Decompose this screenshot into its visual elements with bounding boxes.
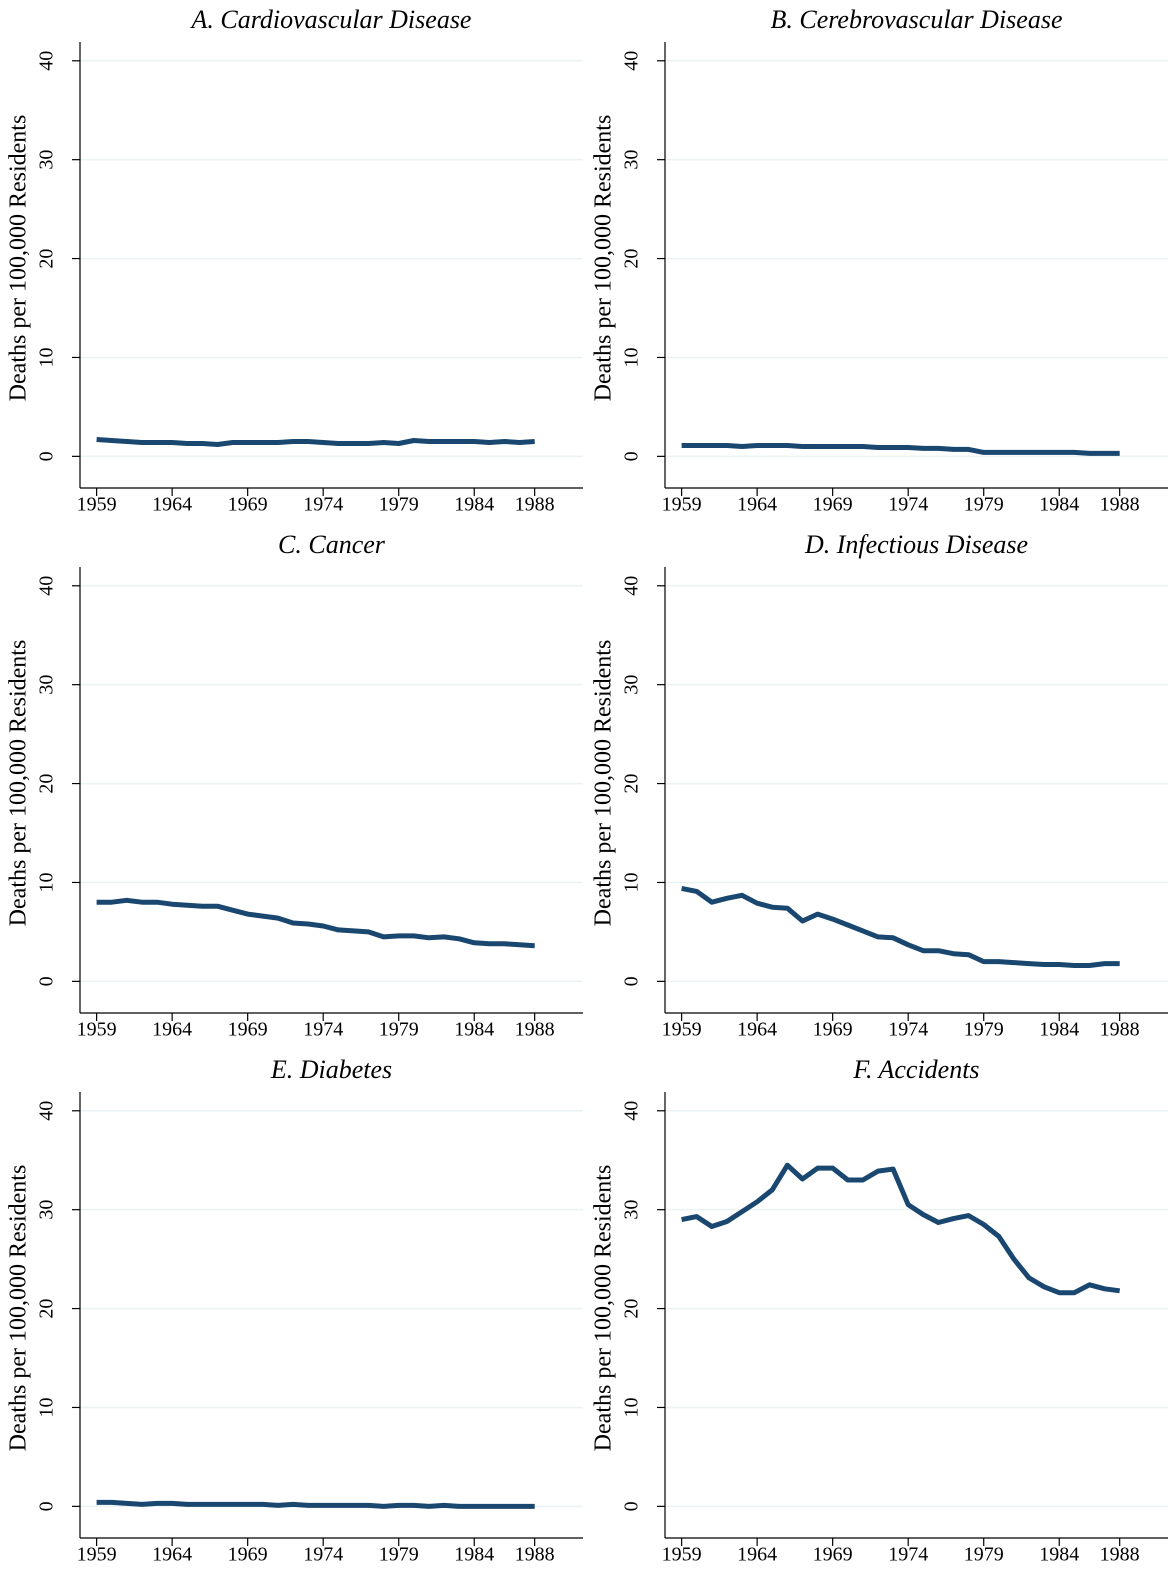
x-tick-label: 1974 bbox=[888, 494, 928, 516]
x-tick-label: 1988 bbox=[1100, 1544, 1140, 1566]
data-line bbox=[681, 443, 1120, 456]
y-axis-label: Deaths per 100,000 Residents bbox=[591, 640, 617, 927]
data-line bbox=[96, 897, 535, 949]
y-tick-label: 40 bbox=[36, 576, 58, 596]
x-tick-label: 1959 bbox=[662, 1019, 702, 1041]
y-tick-label: 0 bbox=[621, 451, 643, 461]
y-tick-label: 20 bbox=[621, 1299, 643, 1319]
panel-title: D. Infectious Disease bbox=[804, 530, 1028, 559]
data-line bbox=[96, 1499, 535, 1509]
y-tick-label: 30 bbox=[621, 150, 643, 170]
y-tick-label: 30 bbox=[36, 150, 58, 170]
y-tick-label: 40 bbox=[36, 51, 58, 71]
data-line bbox=[96, 437, 535, 447]
y-axis-label: Deaths per 100,000 Residents bbox=[6, 640, 32, 927]
y-tick-label: 10 bbox=[621, 872, 643, 892]
x-tick-label: 1969 bbox=[813, 494, 853, 516]
y-axis-label: Deaths per 100,000 Residents bbox=[591, 1165, 617, 1452]
x-tick-label: 1974 bbox=[888, 1544, 928, 1566]
x-tick-label: 1964 bbox=[152, 1019, 192, 1041]
y-tick-label: 0 bbox=[621, 976, 643, 986]
x-tick-label: 1984 bbox=[454, 1019, 494, 1041]
x-tick-label: 1984 bbox=[454, 1544, 494, 1566]
y-axis-label: Deaths per 100,000 Residents bbox=[6, 1165, 32, 1452]
x-tick-label: 1988 bbox=[1100, 1019, 1140, 1041]
y-tick-label: 40 bbox=[36, 1101, 58, 1121]
y-tick-label: 0 bbox=[36, 976, 58, 986]
y-axis-label: Deaths per 100,000 Residents bbox=[591, 115, 617, 402]
x-tick-label: 1979 bbox=[379, 1019, 419, 1041]
x-tick-label: 1959 bbox=[77, 1019, 117, 1041]
y-tick-label: 30 bbox=[621, 675, 643, 695]
x-tick-label: 1979 bbox=[964, 1544, 1004, 1566]
x-tick-label: 1988 bbox=[515, 494, 555, 516]
y-tick-label: 20 bbox=[621, 249, 643, 269]
y-tick-label: 0 bbox=[36, 1501, 58, 1511]
x-tick-label: 1969 bbox=[813, 1019, 853, 1041]
x-tick-label: 1988 bbox=[515, 1019, 555, 1041]
x-tick-label: 1988 bbox=[1100, 494, 1140, 516]
panel-title: F. Accidents bbox=[852, 1055, 979, 1084]
x-tick-label: 1969 bbox=[813, 1544, 853, 1566]
x-tick-label: 1964 bbox=[737, 1019, 777, 1041]
x-tick-label: 1964 bbox=[152, 1544, 192, 1566]
y-tick-label: 40 bbox=[621, 51, 643, 71]
x-tick-label: 1959 bbox=[77, 494, 117, 516]
y-tick-label: 40 bbox=[621, 576, 643, 596]
y-tick-label: 10 bbox=[36, 872, 58, 892]
y-tick-label: 20 bbox=[36, 774, 58, 794]
x-tick-label: 1979 bbox=[964, 494, 1004, 516]
panel-title: E. Diabetes bbox=[270, 1055, 392, 1084]
x-tick-label: 1959 bbox=[77, 1544, 117, 1566]
y-tick-label: 0 bbox=[36, 451, 58, 461]
y-tick-label: 10 bbox=[36, 1397, 58, 1417]
x-tick-label: 1979 bbox=[379, 1544, 419, 1566]
x-tick-label: 1974 bbox=[303, 494, 343, 516]
x-tick-label: 1964 bbox=[737, 494, 777, 516]
x-tick-label: 1974 bbox=[888, 1019, 928, 1041]
data-line bbox=[681, 1162, 1121, 1296]
y-tick-label: 30 bbox=[36, 1200, 58, 1220]
y-tick-label: 40 bbox=[621, 1101, 643, 1121]
y-tick-label: 0 bbox=[621, 1501, 643, 1511]
y-tick-label: 10 bbox=[36, 347, 58, 367]
panel-title: A. Cardiovascular Disease bbox=[190, 5, 472, 34]
x-tick-label: 1959 bbox=[662, 1544, 702, 1566]
y-tick-label: 10 bbox=[621, 347, 643, 367]
x-tick-label: 1984 bbox=[1039, 1019, 1079, 1041]
y-tick-label: 10 bbox=[621, 1397, 643, 1417]
x-tick-label: 1974 bbox=[303, 1019, 343, 1041]
x-tick-label: 1969 bbox=[228, 1019, 268, 1041]
x-tick-label: 1969 bbox=[228, 1544, 268, 1566]
x-tick-label: 1984 bbox=[1039, 1544, 1079, 1566]
x-tick-label: 1964 bbox=[737, 1544, 777, 1566]
x-tick-label: 1959 bbox=[662, 494, 702, 516]
y-axis-label: Deaths per 100,000 Residents bbox=[6, 115, 32, 402]
y-tick-label: 30 bbox=[36, 675, 58, 695]
data-line bbox=[681, 885, 1120, 968]
panel-title: C. Cancer bbox=[278, 530, 386, 559]
x-tick-label: 1964 bbox=[152, 494, 192, 516]
y-tick-label: 30 bbox=[621, 1200, 643, 1220]
panel-title: B. Cerebrovascular Disease bbox=[771, 5, 1063, 34]
x-tick-label: 1969 bbox=[228, 494, 268, 516]
x-tick-label: 1988 bbox=[515, 1544, 555, 1566]
y-tick-label: 20 bbox=[36, 1299, 58, 1319]
x-tick-label: 1979 bbox=[379, 494, 419, 516]
x-tick-label: 1979 bbox=[964, 1019, 1004, 1041]
x-tick-label: 1984 bbox=[1039, 494, 1079, 516]
y-tick-label: 20 bbox=[621, 774, 643, 794]
y-tick-label: 20 bbox=[36, 249, 58, 269]
x-tick-label: 1984 bbox=[454, 494, 494, 516]
x-tick-label: 1974 bbox=[303, 1544, 343, 1566]
